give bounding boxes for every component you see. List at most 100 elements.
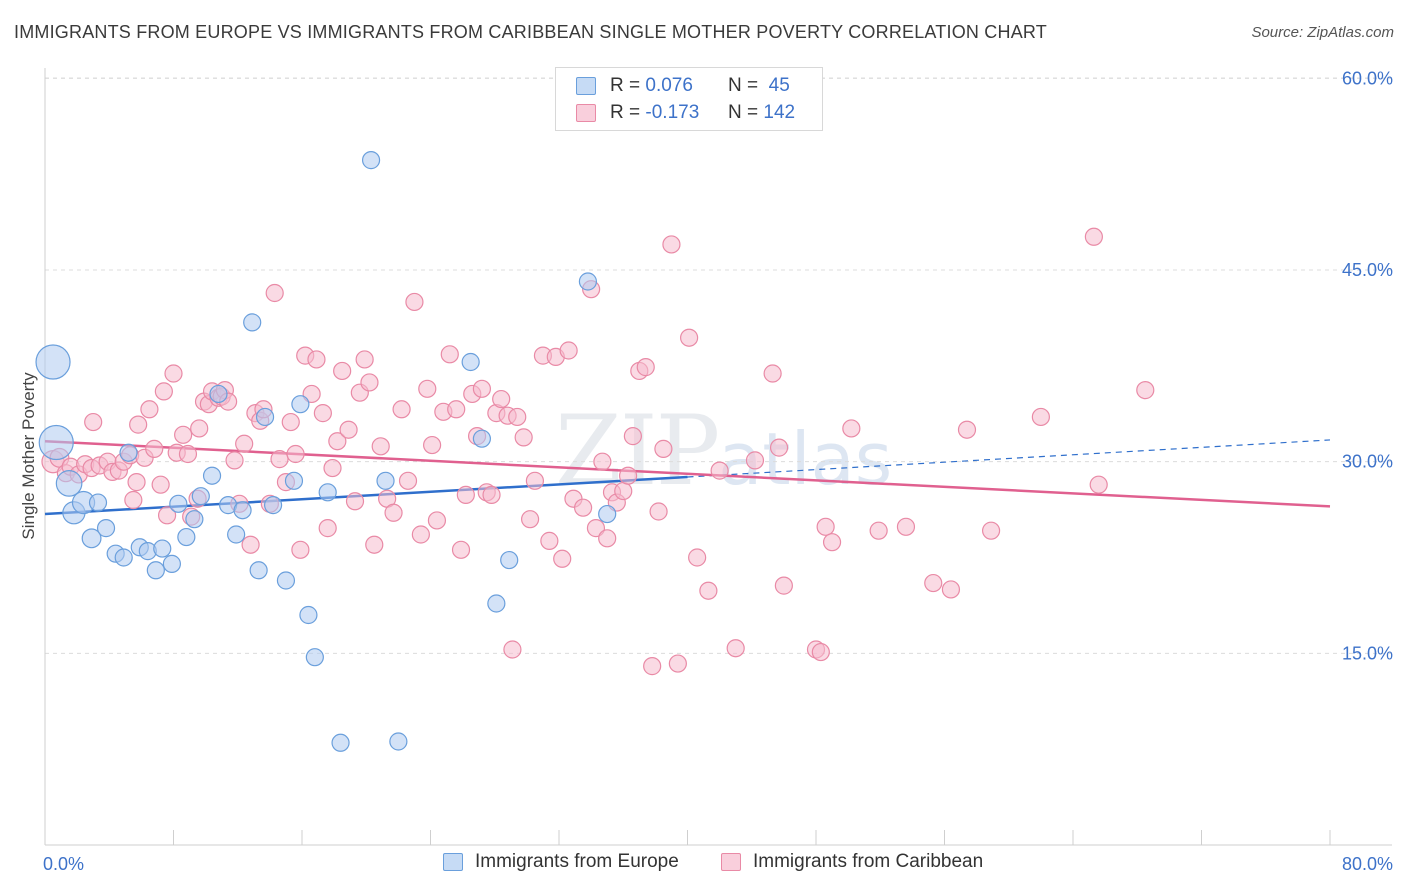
caribbean-point: [451, 540, 471, 559]
europe-point: [305, 648, 324, 667]
caribbean-point: [447, 400, 466, 419]
caribbean-point: [680, 328, 699, 347]
europe-point: [361, 151, 381, 170]
caribbean-point: [688, 548, 707, 567]
caribbean-point: [154, 382, 173, 401]
caribbean-point: [643, 657, 662, 676]
caribbean-point: [822, 533, 842, 552]
europe-point: [598, 504, 617, 524]
caribbean-point: [124, 490, 143, 510]
caribbean-point: [1089, 475, 1108, 494]
europe-r-value: 0.076: [645, 75, 693, 96]
caribbean-point: [654, 439, 673, 458]
europe-point: [487, 594, 506, 613]
europe-point: [233, 501, 252, 520]
trend-lines: [44, 439, 1331, 516]
caribbean-point: [145, 439, 164, 458]
europe-point: [119, 443, 138, 462]
caribbean-point: [323, 458, 342, 478]
caribbean-point: [503, 640, 522, 659]
caribbean-point: [553, 549, 572, 568]
caribbean-point: [392, 400, 411, 419]
europe-point: [227, 525, 246, 544]
europe-point: [81, 528, 102, 549]
caribbean-point: [957, 420, 977, 439]
europe-point: [185, 510, 204, 529]
europe-n: N = 45: [728, 75, 790, 97]
europe-r: R = 0.076: [610, 75, 728, 97]
caribbean-point: [941, 580, 961, 599]
europe-point: [35, 344, 71, 380]
caribbean-point: [482, 485, 501, 504]
caribbean-point: [127, 473, 146, 492]
caribbean-point: [318, 519, 337, 538]
europe-swatch: [576, 77, 596, 95]
caribbean-r-label: R =: [610, 102, 641, 123]
caribbean-point: [174, 425, 193, 444]
europe-r-label: R =: [610, 75, 641, 96]
y-tick-label: 15.0%: [1342, 643, 1393, 663]
caribbean-point: [302, 384, 321, 404]
caribbean-point: [456, 485, 475, 504]
europe-point: [291, 395, 310, 414]
europe-n-value: 45: [768, 75, 790, 96]
caribbean-point: [699, 581, 718, 600]
europe-point: [389, 732, 408, 751]
caribbean-point: [981, 521, 1001, 540]
series-legend-caribbean: Immigrants from Caribbean: [721, 851, 983, 873]
caribbean-point: [84, 412, 103, 432]
caribbean-n-value: 142: [763, 102, 796, 123]
caribbean-point: [924, 573, 943, 593]
caribbean-point: [360, 373, 379, 392]
caribbean-point: [540, 531, 559, 550]
x-tick-label-max: 80.0%: [1342, 854, 1393, 874]
caribbean-point: [573, 498, 593, 517]
caribbean-point: [355, 350, 374, 369]
europe-legend-label: Immigrants from Europe: [475, 851, 679, 872]
data-points: [35, 151, 1155, 752]
caribbean-point: [472, 379, 491, 398]
caribbean-point: [508, 407, 527, 427]
source-label: Source: ZipAtlas.com: [1251, 24, 1394, 41]
legend-row-caribbean: R = -0.173 N = 142: [576, 100, 795, 126]
europe-point: [243, 313, 262, 332]
europe-trend-extension: [687, 439, 1331, 478]
europe-point: [162, 554, 181, 573]
caribbean-point: [164, 364, 183, 383]
caribbean-legend-label: Immigrants from Caribbean: [753, 851, 984, 872]
europe-point: [209, 384, 228, 404]
caribbean-point: [345, 492, 365, 511]
caribbean-point: [769, 438, 789, 457]
caribbean-point: [586, 519, 606, 538]
caribbean-point: [427, 511, 447, 530]
caribbean-point: [520, 510, 540, 529]
caribbean-point: [423, 435, 442, 455]
caribbean-trend-line: [44, 439, 1331, 508]
y-tick-label: 30.0%: [1342, 452, 1393, 472]
caribbean-point: [514, 428, 533, 447]
europe-point: [96, 519, 116, 538]
caribbean-point: [1084, 227, 1103, 246]
caribbean-point: [151, 475, 170, 494]
caribbean-point: [525, 471, 545, 490]
caribbean-point: [763, 364, 782, 383]
x-tick-label-min: 0.0%: [43, 854, 84, 874]
europe-point: [263, 496, 283, 515]
watermark: ZIPatlas: [555, 395, 892, 507]
axes: [44, 68, 1392, 846]
caribbean-point: [398, 471, 418, 490]
europe-point: [578, 272, 598, 291]
europe-point: [331, 733, 350, 752]
europe-point: [202, 466, 222, 485]
caribbean-point: [418, 379, 437, 398]
caribbean-swatch: [576, 104, 596, 122]
caribbean-point: [614, 481, 633, 501]
europe-legend-swatch: [443, 853, 463, 871]
europe-point: [472, 429, 491, 448]
caribbean-point: [774, 576, 793, 595]
caribbean-point: [235, 434, 254, 453]
caribbean-point: [140, 400, 159, 419]
caribbean-point: [816, 517, 835, 536]
europe-trend-line: [44, 475, 688, 516]
caribbean-point: [662, 235, 681, 254]
